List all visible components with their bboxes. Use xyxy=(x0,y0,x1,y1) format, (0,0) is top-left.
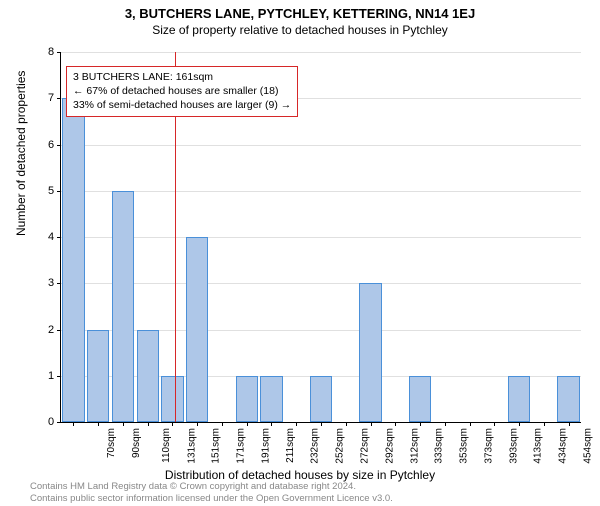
ytick-label: 1 xyxy=(48,370,75,382)
ytick-label: 0 xyxy=(48,416,75,428)
xtick-mark xyxy=(519,422,520,426)
xtick-mark xyxy=(371,422,372,426)
bar xyxy=(137,330,159,423)
xtick-mark xyxy=(123,422,124,426)
xtick-mark xyxy=(271,422,272,426)
bar xyxy=(310,376,332,422)
ytick-label: 3 xyxy=(48,277,75,289)
y-axis-label: Number of detached properties xyxy=(14,71,28,236)
footer-line: Contains public sector information licen… xyxy=(30,493,393,504)
ytick-label: 7 xyxy=(48,92,75,104)
xtick-mark xyxy=(420,422,421,426)
bar xyxy=(409,376,431,422)
xtick-mark xyxy=(197,422,198,426)
annotation-line: ← 67% of detached houses are smaller (18… xyxy=(73,84,291,98)
bar xyxy=(260,376,282,422)
xtick-label: 131sqm xyxy=(186,428,197,464)
xtick-mark xyxy=(98,422,99,426)
xtick-label: 151sqm xyxy=(211,428,222,464)
gridline xyxy=(61,237,581,238)
xtick-mark xyxy=(296,422,297,426)
xtick-mark xyxy=(321,422,322,426)
footer-line: Contains HM Land Registry data © Crown c… xyxy=(30,481,393,492)
xtick-label: 90sqm xyxy=(131,428,142,458)
gridline xyxy=(61,52,581,53)
annotation-box: 3 BUTCHERS LANE: 161sqm ← 67% of detache… xyxy=(66,66,298,117)
bar xyxy=(508,376,530,422)
xtick-label: 70sqm xyxy=(106,428,117,458)
annotation-line: 3 BUTCHERS LANE: 161sqm xyxy=(73,70,291,84)
gridline xyxy=(61,283,581,284)
bar xyxy=(557,376,579,422)
chart-plot-area: 3 BUTCHERS LANE: 161sqm ← 67% of detache… xyxy=(60,52,580,422)
xtick-label: 252sqm xyxy=(335,428,346,464)
bar xyxy=(236,376,258,422)
xtick-mark xyxy=(247,422,248,426)
xtick-label: 434sqm xyxy=(558,428,569,464)
bar xyxy=(161,376,183,422)
xtick-label: 333sqm xyxy=(434,428,445,464)
xtick-label: 353sqm xyxy=(459,428,470,464)
xtick-mark xyxy=(346,422,347,426)
footer-attribution: Contains HM Land Registry data © Crown c… xyxy=(30,481,393,504)
chart-subtitle: Size of property relative to detached ho… xyxy=(0,23,600,37)
xtick-label: 110sqm xyxy=(161,428,172,463)
xtick-mark xyxy=(172,422,173,426)
xtick-label: 272sqm xyxy=(360,428,371,464)
gridline xyxy=(61,145,581,146)
bar xyxy=(112,191,134,422)
annotation-line: 33% of semi-detached houses are larger (… xyxy=(73,98,291,112)
xtick-mark xyxy=(445,422,446,426)
xtick-label: 292sqm xyxy=(384,428,395,464)
xtick-label: 191sqm xyxy=(261,428,272,464)
xtick-label: 393sqm xyxy=(508,428,519,464)
xtick-mark xyxy=(222,422,223,426)
xtick-mark xyxy=(544,422,545,426)
xtick-mark xyxy=(395,422,396,426)
x-axis-label: Distribution of detached houses by size … xyxy=(0,468,600,482)
ytick-label: 5 xyxy=(48,185,75,197)
xtick-mark xyxy=(569,422,570,426)
xtick-label: 454sqm xyxy=(582,428,593,464)
bar xyxy=(359,283,381,422)
xtick-mark xyxy=(494,422,495,426)
gridline xyxy=(61,191,581,192)
ytick-label: 8 xyxy=(48,46,75,58)
xtick-label: 171sqm xyxy=(236,428,247,464)
chart-title: 3, BUTCHERS LANE, PYTCHLEY, KETTERING, N… xyxy=(0,6,600,21)
xtick-label: 211sqm xyxy=(285,428,296,463)
ytick-label: 4 xyxy=(48,231,75,243)
xtick-label: 373sqm xyxy=(483,428,494,464)
ytick-label: 6 xyxy=(48,139,75,151)
xtick-mark xyxy=(148,422,149,426)
xtick-label: 312sqm xyxy=(409,428,420,464)
xtick-label: 413sqm xyxy=(533,428,544,464)
xtick-mark xyxy=(470,422,471,426)
bar xyxy=(87,330,109,423)
bar xyxy=(186,237,208,422)
ytick-label: 2 xyxy=(48,324,75,336)
xtick-label: 232sqm xyxy=(310,428,321,464)
